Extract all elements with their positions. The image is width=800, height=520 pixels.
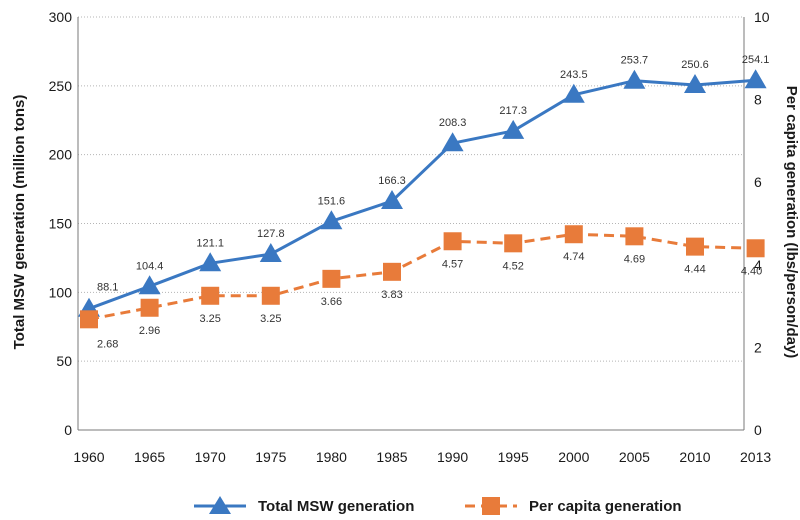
total-msw-data-label: 253.7 (621, 55, 649, 67)
total-msw-point (562, 83, 585, 103)
x-tick-label: 1960 (73, 449, 104, 465)
per-capita-point (140, 298, 159, 317)
total-msw-data-label: 151.6 (318, 195, 346, 207)
per-capita-point (80, 310, 98, 329)
gridlines (78, 16, 744, 362)
x-tick-label: 1970 (195, 449, 226, 465)
left-tick-label: 150 (49, 216, 73, 232)
data-labels: 88.1 104.4 121.1 127.8 151.6 166.3 208.3 217.3 2… (97, 54, 769, 350)
total-msw-point (320, 210, 343, 230)
per-capita-point (201, 286, 220, 305)
legend: Total MSW generation Per capita generati… (194, 496, 682, 515)
per-capita-line (88, 232, 756, 321)
per-capita-point (625, 227, 644, 246)
total-msw-point (502, 119, 525, 139)
x-tick-label: 2005 (619, 449, 650, 465)
per-capita-data-label: 4.40 (741, 265, 762, 277)
per-capita-point (504, 234, 523, 253)
total-msw-line (88, 78, 756, 311)
legend-triangle-icon (209, 496, 231, 514)
axes (77, 17, 745, 431)
per-capita-data-label: 3.83 (381, 289, 402, 301)
total-msw-point (259, 243, 282, 263)
x-tick-label: 1965 (134, 449, 165, 465)
right-tick-label: 0 (754, 422, 762, 438)
total-msw-point (744, 69, 767, 89)
per-capita-point (261, 286, 280, 305)
x-tick-label: 2013 (740, 449, 771, 465)
left-tick-label: 250 (49, 78, 73, 94)
per-capita-point (322, 269, 341, 288)
x-tick-label: 2000 (558, 449, 589, 465)
x-tick-label: 1985 (376, 449, 407, 465)
per-capita-data-label: 4.52 (502, 260, 523, 272)
right-tick-label: 2 (754, 339, 762, 355)
legend-item-per-capita: Per capita generation (465, 497, 682, 515)
x-tick-label: 1975 (255, 449, 286, 465)
x-tick-label: 1990 (437, 449, 468, 465)
total-msw-data-label: 127.8 (257, 228, 285, 240)
legend-label-total-msw: Total MSW generation (258, 498, 414, 515)
per-capita-data-label: 2.96 (139, 325, 160, 337)
legend-label-per-capita: Per capita generation (529, 498, 682, 515)
per-capita-point (383, 262, 401, 281)
total-msw-data-label: 254.1 (742, 54, 770, 66)
total-msw-point (199, 252, 222, 272)
left-tick-label: 0 (64, 422, 72, 438)
per-capita-data-label: 3.66 (321, 296, 342, 308)
left-tick-label: 300 (49, 9, 73, 25)
total-msw-point (381, 190, 403, 210)
total-msw-point (623, 69, 646, 89)
per-capita-point (746, 239, 765, 258)
total-msw-data-label: 88.1 (97, 282, 118, 294)
total-msw-data-label: 121.1 (196, 237, 224, 249)
total-msw-data-label: 243.5 (560, 69, 588, 81)
per-capita-point (686, 237, 704, 256)
left-tick-label: 50 (56, 353, 72, 369)
per-capita-data-label: 3.25 (260, 313, 281, 325)
total-msw-data-label: 250.6 (681, 59, 709, 71)
per-capita-data-label: 4.44 (684, 264, 705, 276)
series (78, 69, 767, 329)
total-msw-point (684, 74, 706, 94)
total-msw-point (441, 132, 464, 152)
per-capita-point (443, 232, 462, 251)
left-axis-ticks: 0 50 100 150 200 250 300 (49, 9, 73, 438)
total-msw-data-label: 217.3 (499, 105, 527, 117)
total-msw-data-label: 208.3 (439, 117, 467, 129)
left-axis-title: Total MSW generation (million tons) (11, 95, 28, 350)
per-capita-data-label: 4.57 (442, 258, 463, 270)
x-axis-ticks: 1960 1965 1970 1975 1980 1985 1990 1995 2000 2005… (73, 449, 771, 465)
x-tick-label: 1980 (316, 449, 347, 465)
x-tick-label: 2010 (679, 449, 710, 465)
total-msw-point (138, 275, 161, 295)
left-tick-label: 200 (49, 147, 73, 163)
per-capita-data-label: 4.69 (624, 253, 645, 265)
left-tick-label: 100 (49, 284, 73, 300)
per-capita-data-label: 3.25 (199, 313, 220, 325)
right-axis-title: Per capita generation (lbs/person/day) (783, 86, 800, 359)
right-axis-ticks: 0 2 4 6 8 10 (754, 9, 770, 438)
total-msw-data-label: 166.3 (378, 175, 406, 187)
per-capita-data-label: 4.74 (563, 251, 584, 263)
total-msw-data-label: 104.4 (136, 260, 164, 272)
x-tick-label: 1995 (498, 449, 529, 465)
right-tick-label: 4 (754, 257, 762, 273)
right-tick-label: 6 (754, 174, 762, 190)
right-tick-label: 10 (754, 9, 770, 25)
legend-square-icon (482, 497, 500, 515)
legend-item-total-msw: Total MSW generation (194, 496, 414, 515)
right-tick-label: 8 (754, 92, 762, 108)
per-capita-data-label: 2.68 (97, 338, 118, 350)
per-capita-point (564, 225, 583, 244)
